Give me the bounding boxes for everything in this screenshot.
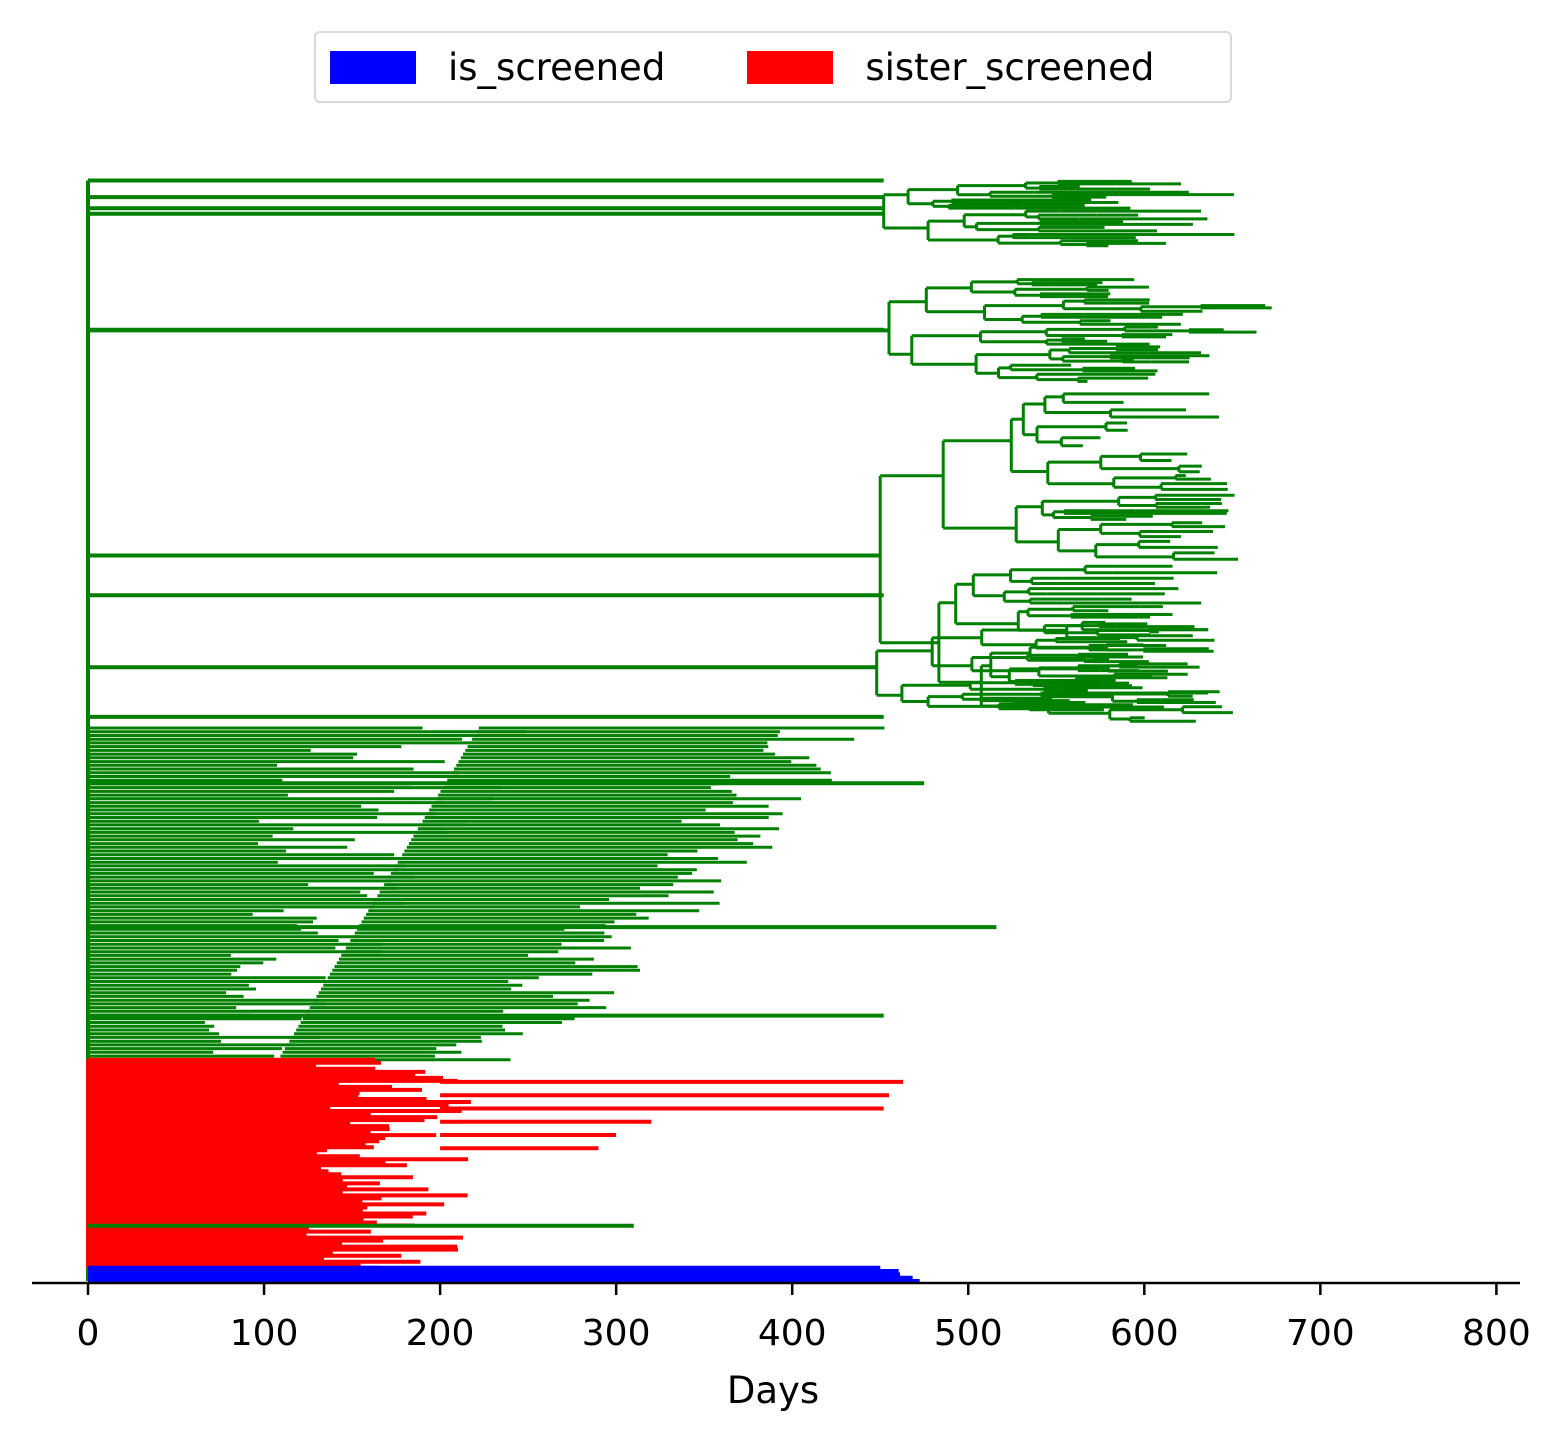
legend: is_screened sister_screened <box>314 31 1232 103</box>
x-tick-label-400: 400 <box>758 1313 827 1354</box>
legend-item-sister-screened: sister_screened <box>747 46 1154 89</box>
legend-label-is-screened: is_screened <box>448 45 666 89</box>
x-tick-label-700: 700 <box>1286 1313 1355 1354</box>
legend-label-sister-screened: sister_screened <box>865 45 1155 89</box>
x-tick-label-200: 200 <box>406 1313 475 1354</box>
x-axis-label: Days <box>727 1369 819 1412</box>
x-axis-ticks: 0 100 200 300 400 500 600 700 800 <box>77 1283 1531 1354</box>
legend-swatch-sister-screened <box>747 50 834 84</box>
x-tick-label-0: 0 <box>77 1313 100 1354</box>
legend-swatch-is-screened <box>330 50 416 84</box>
x-tick-label-500: 500 <box>934 1313 1003 1354</box>
x-tick-label-800: 800 <box>1462 1313 1531 1354</box>
legend-item-is-screened: is_screened <box>330 46 665 89</box>
tree-branches <box>86 178 1272 1283</box>
x-tick-label-100: 100 <box>230 1313 299 1354</box>
x-tick-label-300: 300 <box>582 1313 651 1354</box>
x-tick-label-600: 600 <box>1110 1313 1179 1354</box>
